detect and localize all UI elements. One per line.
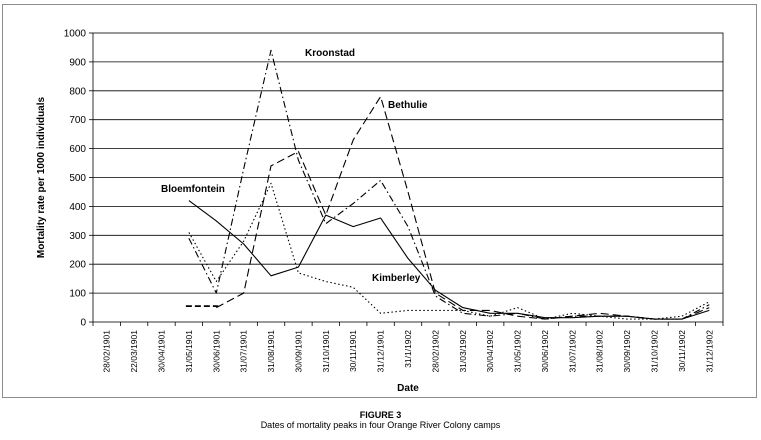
y-tick-label: 400	[69, 202, 86, 213]
x-tick-label: 30/09/1902	[622, 330, 632, 373]
x-tick-label: 31/10/1902	[650, 330, 660, 373]
x-tick-label: 28/02/1902	[430, 330, 440, 373]
y-axis-title: Mortality rate per 1000 individuals	[36, 96, 47, 258]
x-axis-title: Date	[397, 383, 419, 394]
x-tick-label: 31/1/1902	[403, 330, 413, 368]
x-tick-label: 30/04/1901	[156, 330, 166, 373]
mortality-chart: 0 100 200 300 400 500 600 700 800 900 1000 28/02/19…	[36, 29, 724, 394]
x-tick-label: 31/07/1902	[567, 330, 577, 373]
series-line-kroonstad	[188, 49, 710, 320]
x-tick-label: 30/06/1902	[540, 330, 550, 373]
series-label-bethulie: Bethulie	[388, 100, 428, 111]
series-line-kimberley	[188, 182, 710, 320]
x-tick-label: 31/08/1902	[595, 330, 605, 373]
y-tick-label: 500	[69, 173, 86, 184]
series-line-bloemfontein	[188, 200, 710, 320]
figure-label: FIGURE 3	[359, 410, 402, 420]
y-tick-label: 1000	[64, 29, 87, 40]
x-tick-label: 22/03/1901	[129, 330, 139, 373]
series-label-kimberley: Kimberley	[372, 273, 421, 284]
y-tick-label: 900	[69, 57, 86, 68]
x-tick-label: 28/02/1901	[102, 330, 112, 373]
x-tick-label: 31/10/1901	[321, 330, 331, 373]
x-tick-label: 30/09/1901	[293, 330, 303, 373]
y-tick-label: 200	[69, 260, 86, 271]
series-label-kroonstad: Kroonstad	[305, 48, 355, 59]
x-tick-label: 30/06/1901	[211, 330, 221, 373]
x-tick-label: 30/04/1902	[485, 330, 495, 373]
x-tick-label: 31/12/1901	[376, 330, 386, 373]
y-tick-label: 100	[69, 289, 86, 300]
x-tick-label: 31/12/1902	[704, 330, 714, 373]
x-tick-label: 31/05/1902	[513, 330, 523, 373]
x-tick-label: 31/05/1901	[184, 330, 194, 373]
figure-caption: Dates of mortality peaks in four Orange …	[260, 420, 501, 430]
x-tick-label: 31/03/1902	[458, 330, 468, 373]
y-tick-label: 800	[69, 86, 86, 97]
x-tick-label: 30/11/1901	[348, 330, 358, 372]
x-tick-label: 30/11/1902	[677, 330, 687, 372]
series-label-bloemfontein: Bloemfontein	[161, 184, 225, 195]
y-tick-label: 0	[80, 318, 86, 329]
series-line-bethulie	[216, 96, 710, 320]
y-tick-label: 600	[69, 144, 86, 155]
y-tick-label: 700	[69, 115, 86, 126]
chart-frame	[2, 4, 757, 398]
y-tick-label: 300	[69, 231, 86, 242]
x-tick-label: 31/07/1901	[239, 330, 249, 373]
x-tick-label: 31/08/1901	[266, 330, 276, 373]
